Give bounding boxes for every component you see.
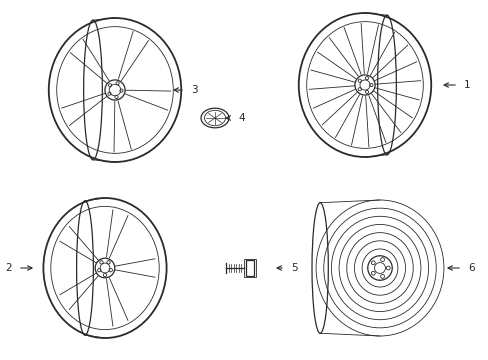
Bar — [244, 259, 256, 277]
Bar — [245, 260, 253, 276]
Text: 5: 5 — [290, 263, 297, 273]
Text: 2: 2 — [5, 263, 12, 273]
Text: 1: 1 — [463, 80, 469, 90]
Text: 6: 6 — [467, 263, 474, 273]
Text: 3: 3 — [191, 85, 197, 95]
Text: 4: 4 — [238, 113, 244, 123]
